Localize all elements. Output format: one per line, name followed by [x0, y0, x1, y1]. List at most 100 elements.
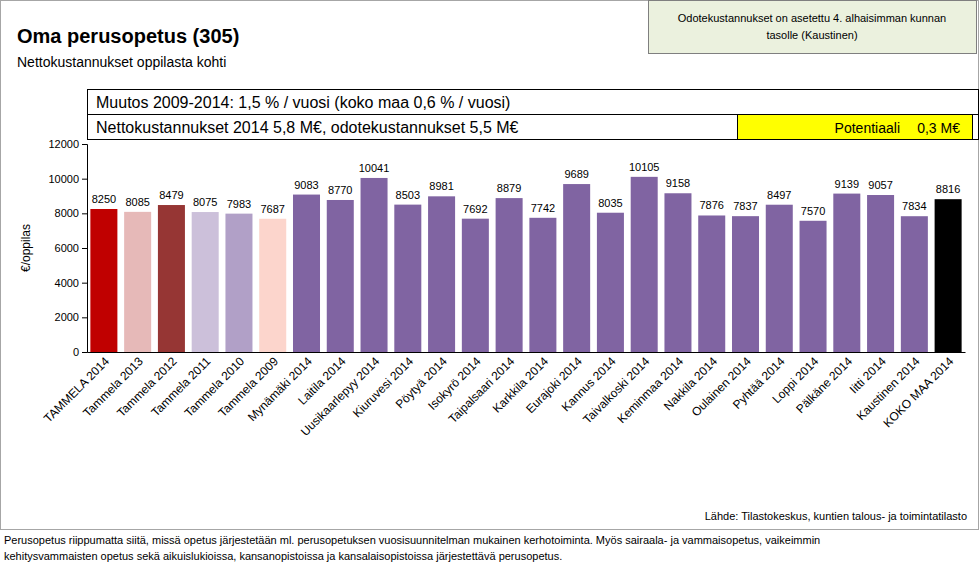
y-tick-label: 8000 [55, 207, 79, 219]
chart-frame [1, 1, 979, 530]
bar [664, 193, 691, 352]
bar [867, 195, 894, 352]
data-label: 8503 [396, 189, 420, 201]
potential-label: Potentiaali [835, 120, 900, 136]
data-label: 8035 [598, 197, 622, 209]
bars [90, 177, 961, 352]
bar [90, 209, 117, 352]
data-label: 8250 [92, 193, 116, 205]
data-label: 8075 [193, 196, 217, 208]
x-axis: TAMMELA 2014Tammela 2013Tammela 2012Tamm… [41, 353, 965, 439]
title: Oma perusopetus (305) [17, 25, 239, 47]
y-tick-label: 6000 [55, 242, 79, 254]
data-label: 10105 [629, 161, 660, 173]
footnote: Perusopetus riippumatta siitä, missä ope… [4, 534, 820, 546]
bar [833, 194, 860, 352]
y-tick-mark [82, 283, 87, 284]
data-label: 9158 [666, 177, 690, 189]
x-tick: KOKO MAA 2014 [880, 354, 956, 430]
y-tick-label: 12000 [48, 138, 79, 150]
y-tick-mark [82, 144, 87, 145]
bar [935, 199, 962, 352]
y-tick-label: 10000 [48, 173, 79, 185]
bar [901, 216, 928, 352]
bar [496, 198, 523, 352]
bar [631, 177, 658, 352]
bar [428, 196, 455, 352]
data-label: 9083 [294, 179, 318, 191]
potential-value: 0,3 M€ [917, 120, 960, 136]
data-label: 7687 [260, 203, 284, 215]
data-label: 7570 [801, 205, 825, 217]
data-label: 8479 [159, 189, 183, 201]
y-tick: 10000 [48, 173, 87, 185]
potential-cell [738, 115, 973, 140]
chart-root: Oma perusopetus (305) Nettokustannukset o… [0, 0, 979, 570]
data-label: 8085 [125, 196, 149, 208]
x-tick-label: KOKO MAA 2014 [880, 354, 956, 430]
data-label: 7742 [531, 202, 555, 214]
y-tick: 0 [73, 346, 87, 358]
info-text: Nettokustannukset 2014 5,8 M€, odotekust… [96, 119, 519, 136]
bar [361, 178, 388, 352]
note-text: tasolle (Kaustinen) [766, 29, 857, 41]
bar [225, 214, 252, 352]
y-tick: 2000 [55, 311, 87, 323]
y-tick-mark [82, 317, 87, 318]
data-label: 8879 [497, 182, 521, 194]
info-text: Muutos 2009-2014: 1,5 % / vuosi (koko ma… [96, 94, 510, 111]
y-axis: 0 2000 4000 6000 8000 10000 12000 [48, 138, 87, 358]
footnote: kehitysvammaisten opetus sekä aikuisluki… [4, 550, 562, 562]
data-label: 8816 [936, 183, 960, 195]
data-label: 7837 [733, 200, 757, 212]
bar [158, 205, 185, 352]
data-label: 8981 [429, 180, 453, 192]
bar [192, 212, 219, 352]
data-label: 7834 [902, 200, 926, 212]
x-axis-line [88, 352, 966, 353]
info-row [88, 115, 979, 140]
y-tick-mark [82, 248, 87, 249]
y-tick: 4000 [55, 277, 87, 289]
data-label: 7692 [463, 203, 487, 215]
bar [327, 200, 354, 352]
x-tick-label: Pälkäne 2014 [793, 354, 855, 416]
y-axis-title: €/oppilas [19, 224, 33, 272]
x-tick: Pälkäne 2014 [793, 354, 855, 416]
data-label: 9057 [868, 179, 892, 191]
bar [766, 205, 793, 352]
y-tick-mark [82, 179, 87, 180]
data-label: 9689 [564, 168, 588, 180]
note-text: Odotekustannukset on asetettu 4. alhaisi… [678, 12, 946, 24]
info-row [88, 90, 979, 115]
data-labels: 8250 8085 8479 8075 7983 7687 9083 8770 10041 850… [92, 161, 961, 217]
bar [259, 219, 286, 352]
bar [529, 218, 556, 352]
data-label: 7983 [227, 198, 251, 210]
bar [462, 219, 489, 352]
y-tick-label: 2000 [55, 311, 79, 323]
bar [394, 205, 421, 352]
note-box [649, 1, 977, 54]
bar [732, 216, 759, 352]
y-tick: 6000 [55, 242, 87, 254]
y-tick: 12000 [48, 138, 87, 150]
bar [563, 184, 590, 352]
y-tick-label: 4000 [55, 277, 79, 289]
bar [698, 215, 725, 352]
y-tick-mark [82, 213, 87, 214]
data-label: 8497 [767, 189, 791, 201]
bar [800, 221, 827, 352]
data-label: 10041 [359, 162, 390, 174]
y-axis-line [82, 145, 88, 353]
y-tick-label: 0 [73, 346, 79, 358]
bar [124, 212, 151, 352]
bar [293, 195, 320, 352]
y-tick-mark [82, 352, 87, 353]
subtitle: Nettokustannukset oppilasta kohti [17, 54, 226, 70]
source: Lähde: Tilastokeskus, kuntien talous- ja… [705, 510, 967, 522]
bar [597, 213, 624, 352]
y-tick: 8000 [55, 207, 87, 219]
data-label: 9139 [835, 178, 859, 190]
data-label: 8770 [328, 184, 352, 196]
